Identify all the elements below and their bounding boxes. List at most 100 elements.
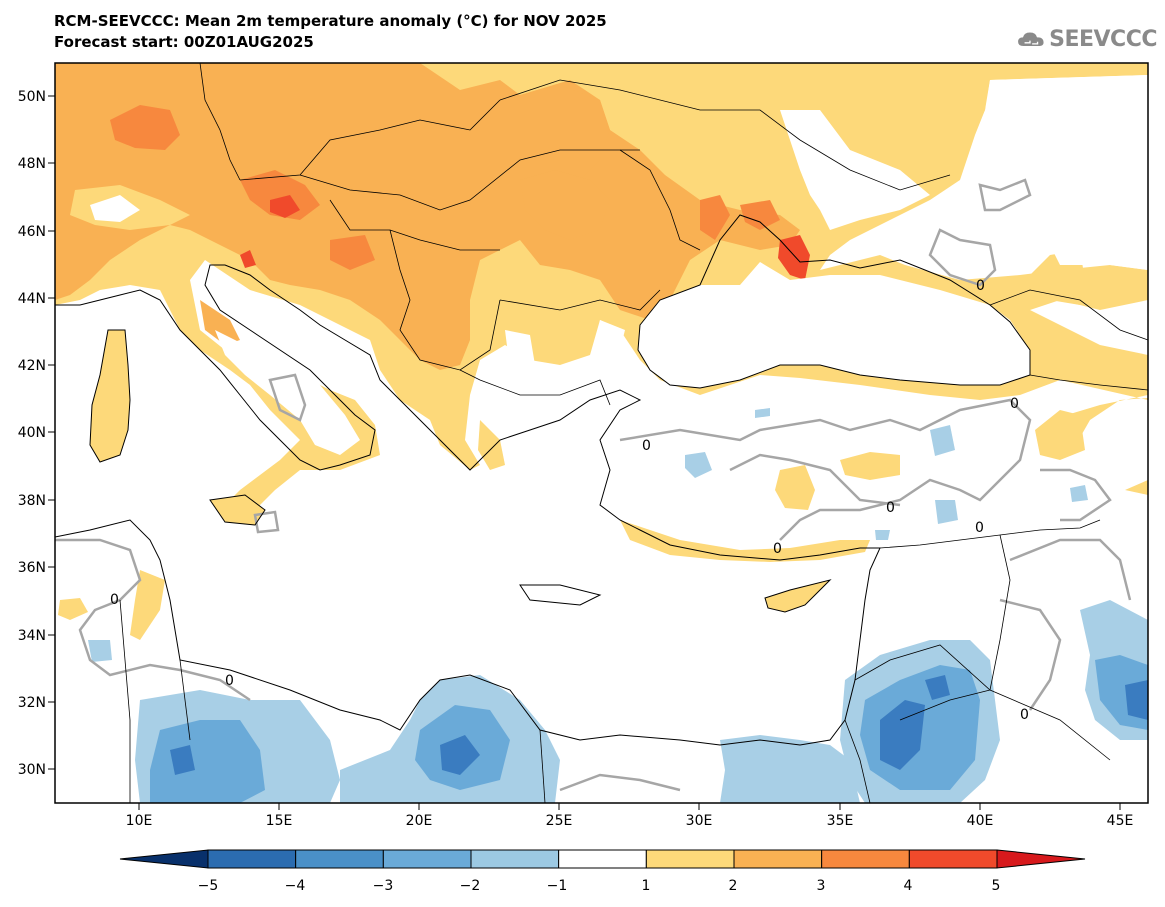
border-jordan	[854, 644, 1111, 761]
border-libya-egypt	[539, 729, 546, 803]
border-turkey-syria	[879, 519, 1101, 549]
anomaly-region-caucasus	[1020, 250, 1110, 305]
anomaly-region-turkey-light-3	[935, 500, 958, 524]
white-patch-balkan	[505, 330, 535, 370]
anomaly-region-romania-mid	[520, 170, 610, 240]
cloud-icon	[1018, 32, 1044, 47]
lat-label: 40N	[18, 425, 46, 441]
anomaly-region-plus2	[55, 63, 800, 370]
anomaly-region-libya-mid	[150, 720, 265, 803]
anomaly-region-turkey-light-5	[755, 408, 770, 418]
colorbar-segment	[558, 849, 647, 869]
zero-contour-turkey	[619, 398, 1032, 541]
anomaly-region-egypt-dark	[440, 735, 480, 775]
anomaly-region-plus3-odessa	[700, 195, 730, 240]
contour-labels: 0 0 0 0 0 0 0 0 0	[110, 278, 1029, 723]
border-syria-iraq	[989, 534, 1011, 691]
border-caucasus	[989, 289, 1148, 341]
contour-label: 0	[886, 500, 895, 516]
anomaly-region-turkey-light-1	[685, 452, 712, 478]
colorbar-label: −5	[198, 878, 219, 894]
zero-contours	[55, 178, 1132, 792]
anomaly-region-sicily	[210, 495, 265, 525]
lat-label: 36N	[18, 560, 46, 576]
anomaly-region-saudi-dark	[925, 675, 950, 700]
lon-label: 35E	[827, 813, 854, 829]
colorbar-segment	[645, 849, 735, 869]
forecast-start-subtitle: Forecast start: 00Z01AUG2025	[54, 33, 314, 51]
lon-label: 25E	[546, 813, 573, 829]
cool-regions-dark	[170, 675, 1148, 775]
border-saudi	[899, 689, 991, 721]
contour-label: 0	[1020, 707, 1029, 723]
colorbar-label: 3	[817, 878, 826, 894]
anomaly-region-anatolia-3	[1035, 410, 1085, 460]
country-borders	[119, 63, 1148, 803]
colorbar-label: −3	[373, 878, 394, 894]
zero-contour-iraq	[999, 598, 1062, 711]
border-ukraine	[499, 79, 951, 191]
colorbar	[119, 849, 1086, 869]
zero-contour-egypt	[559, 773, 681, 792]
lat-label: 44N	[18, 291, 46, 307]
coast-black-sea	[637, 214, 1031, 389]
colorbar-min-triangle	[119, 849, 209, 869]
anomaly-region-plus3-croatia	[330, 235, 375, 270]
white-patch-romania	[595, 320, 625, 350]
lat-label: 34N	[18, 628, 46, 644]
anomaly-region-turkey-coast	[620, 520, 870, 562]
colorbar-label: 4	[904, 878, 913, 894]
anomaly-region-anatolia-2	[840, 452, 900, 480]
anomaly-region-cyprus	[765, 580, 830, 612]
seevccc-logo: SEEVCCC	[1017, 20, 1157, 58]
lat-label: 42N	[18, 358, 46, 374]
zero-contour-caucasus-2	[928, 228, 997, 287]
coast-sardinia	[89, 329, 131, 463]
border-central-europe-2	[299, 149, 640, 211]
lon-label: 45E	[1107, 813, 1134, 829]
map-title: RCM-SEEVCCC: Mean 2m temperature anomaly…	[54, 12, 607, 30]
anomaly-region-turkey-light-4	[1070, 485, 1088, 502]
zero-contour-south-1	[55, 538, 251, 702]
white-patch-russia	[960, 75, 1148, 270]
logo-text: SEEVCCC	[1049, 26, 1157, 52]
contour-label: 0	[110, 592, 119, 608]
colorbar-label: −1	[547, 878, 568, 894]
lat-label: 50N	[18, 89, 46, 105]
colorbar-segment	[908, 849, 998, 869]
anomaly-region-turkey-light-6	[875, 530, 890, 540]
border-balkans-3	[499, 289, 661, 311]
colorbar-label: 2	[729, 878, 738, 894]
contour-label: 0	[642, 438, 651, 454]
zero-contour-italy	[268, 373, 307, 422]
anomaly-region-plus3-azov	[740, 200, 780, 230]
colorbar-segment	[382, 849, 472, 869]
colorbar-segment	[295, 849, 384, 869]
border-west-europe	[199, 63, 241, 181]
lat-label: 30N	[18, 762, 46, 778]
anomaly-region-jordan-dark	[880, 700, 925, 770]
zero-contour-sicily	[253, 510, 280, 534]
border-algeria-tunisia	[119, 599, 131, 803]
white-patch-italy-coast	[215, 330, 360, 455]
colorbar-max-triangle	[996, 849, 1086, 869]
anomaly-region-plus3-alps-core	[270, 195, 300, 218]
lat-label: 46N	[18, 224, 46, 240]
contour-label: 0	[1010, 396, 1019, 412]
anomaly-region-anatolia-1	[775, 465, 815, 510]
zero-contour-anatolia	[729, 453, 901, 507]
anomaly-region-turkey-light-2	[930, 425, 955, 456]
colorbar-segment	[470, 849, 560, 869]
zero-contour-south-2	[1009, 538, 1132, 601]
anomaly-region-tunisia-light	[88, 640, 112, 662]
colorbar-label: 1	[642, 878, 651, 894]
zero-contour-georgia	[978, 178, 1032, 212]
anomaly-region-plus3-germany	[110, 105, 180, 150]
anomaly-region-egypt-east-light	[720, 735, 860, 803]
anomaly-region-italy-2	[200, 300, 240, 345]
lon-label: 10E	[126, 813, 153, 829]
black-sea-area	[638, 262, 1030, 388]
anomaly-region-greece-coast	[478, 420, 505, 470]
latitude-axis: 50N 48N 46N 44N 42N 40N 38N 36N 34N 32N …	[18, 89, 55, 778]
border-moldova	[619, 149, 701, 251]
